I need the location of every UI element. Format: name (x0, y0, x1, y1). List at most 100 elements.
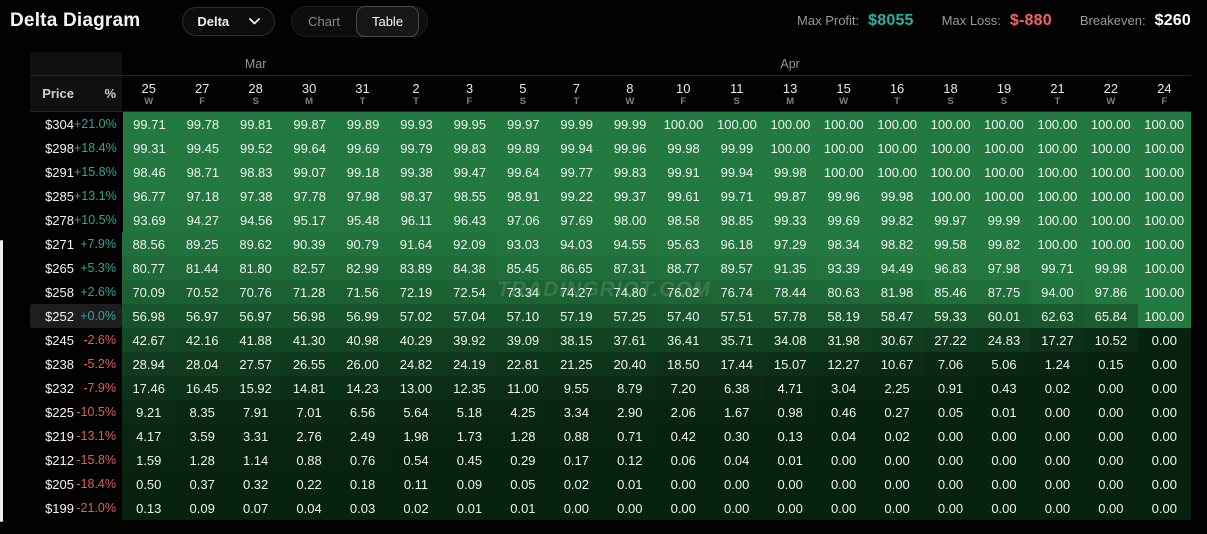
delta-cell: 0.00 (816, 448, 871, 472)
toggle-option-chart[interactable]: Chart (308, 13, 340, 29)
row-header: $298 +18.4% (30, 136, 123, 160)
delta-cell: 99.61 (656, 184, 711, 208)
month-label: Mar (244, 56, 267, 71)
delta-cell: 97.69 (550, 208, 604, 232)
delta-cell: 57.25 (603, 304, 657, 328)
delta-cell: 80.77 (122, 256, 176, 280)
metric-dropdown[interactable]: Delta (182, 6, 276, 36)
delta-cell: 0.00 (1030, 496, 1085, 520)
delta-cell: 0.00 (923, 472, 978, 496)
table-row: $212 -15.8% 1.59 1.28 1.14 0.88 0.76 0.54 0.45 0.… (30, 448, 1192, 472)
delta-cell: 100.00 (817, 136, 871, 160)
delta-cell: 65.84 (1084, 304, 1138, 328)
delta-cell: 81.44 (175, 256, 229, 280)
delta-cell: 57.04 (442, 304, 497, 328)
delta-cell: 0.00 (1137, 328, 1192, 352)
vertical-scrollbar[interactable] (0, 240, 3, 522)
month-row-groups: Mar Apr (122, 52, 1191, 75)
delta-cell: 100.00 (1137, 232, 1192, 256)
delta-cell: 24.19 (442, 352, 497, 376)
delta-cell: 97.18 (176, 184, 230, 208)
delta-cell: 0.00 (977, 448, 1031, 472)
delta-cell: 0.15 (1084, 352, 1138, 376)
delta-cell: 100.00 (1084, 112, 1138, 136)
delta-cell: 94.55 (603, 232, 657, 256)
price-cell: $205 (45, 476, 74, 492)
delta-cell: 0.00 (870, 448, 924, 472)
delta-cell: 99.98 (870, 184, 924, 208)
row-values: 9.21 8.35 7.91 7.01 6.56 5.64 5.18 4.25 3.34 2.90… (122, 400, 1192, 424)
price-cell: $225 (45, 404, 74, 420)
percent-cell: +7.9% (80, 237, 116, 251)
delta-cell: 15.92 (228, 376, 283, 400)
delta-cell: 4.17 (122, 424, 176, 448)
delta-cell: 0.00 (1084, 448, 1138, 472)
delta-cell: 0.13 (122, 496, 176, 520)
delta-cell: 100.00 (923, 184, 978, 208)
delta-cell: 57.78 (763, 304, 817, 328)
percent-cell: -2.6% (83, 333, 116, 347)
delta-cell: 100.00 (1084, 208, 1138, 232)
delta-cell: 99.83 (443, 136, 497, 160)
delta-cell: 100.00 (977, 184, 1031, 208)
table-row: $271 +7.9% 88.56 89.25 89.62 90.39 90.79 91.64 9… (30, 232, 1192, 256)
delta-cell: 82.57 (282, 256, 336, 280)
delta-cell: 97.29 (763, 232, 817, 256)
row-header: $285 +13.1% (30, 184, 123, 208)
row-header: $278 +10.5% (30, 208, 123, 232)
delta-cell: 99.58 (923, 232, 978, 256)
delta-cell: 0.88 (282, 448, 336, 472)
delta-cell: 0.00 (1137, 424, 1192, 448)
delta-cell: 97.98 (336, 184, 390, 208)
delta-cell: 1.59 (122, 448, 176, 472)
delta-cell: 8.35 (175, 400, 229, 424)
stat-label: Max Loss: (941, 13, 1001, 28)
delta-cell: 28.04 (175, 352, 229, 376)
table-row: $252 +0.0% 56.98 56.97 56.97 56.98 56.99 57.02 5… (30, 304, 1192, 328)
date-column-header: 25 W (141, 80, 156, 107)
summary-stats: Max Profit: $8055 Max Loss: $-880 Breakeven:… (797, 12, 1191, 30)
delta-cell: 99.99 (603, 112, 657, 136)
delta-cell: 100.00 (1137, 208, 1191, 232)
delta-cell: 16.45 (175, 376, 229, 400)
corner-spacer (30, 52, 122, 75)
delta-cell: 82.99 (335, 256, 390, 280)
delta-cell: 14.81 (282, 376, 336, 400)
delta-cell: 100.00 (870, 136, 924, 160)
delta-cell: 100.00 (817, 160, 871, 184)
table-body: $304 +21.0% 99.71 99.78 99.81 99.87 99.89 99.93… (30, 112, 1192, 520)
delta-cell: 0.00 (709, 496, 764, 520)
delta-cell: 2.25 (870, 376, 924, 400)
date-column-header: 13 M (782, 80, 798, 107)
delta-cell: 41.30 (282, 328, 336, 352)
delta-cell: 0.00 (656, 472, 710, 496)
delta-cell: 100.00 (817, 112, 871, 136)
delta-cell: 99.87 (763, 184, 818, 208)
delta-cell: 99.18 (336, 160, 390, 184)
delta-cell: 94.56 (229, 208, 283, 232)
delta-cell: 0.01 (977, 400, 1031, 424)
delta-cell: 0.00 (1030, 472, 1085, 496)
date-column-header: 16 T (889, 80, 905, 107)
percent-cell: +21.0% (74, 117, 117, 131)
date-column-header: 24 F (1157, 80, 1172, 107)
table-row: $245 -2.6% 42.67 42.16 41.88 41.30 40.98 40.29 3… (30, 328, 1192, 352)
delta-cell: 100.00 (656, 112, 711, 136)
toggle-option-table[interactable]: Table (355, 5, 420, 37)
delta-cell: 72.54 (442, 280, 497, 304)
delta-cell: 0.32 (228, 472, 283, 496)
delta-cell: 99.82 (977, 232, 1031, 256)
price-cell: $265 (45, 260, 74, 276)
delta-cell: 0.50 (122, 472, 176, 496)
delta-cell: 0.45 (442, 448, 497, 472)
delta-cell: 3.34 (549, 400, 604, 424)
delta-cell: 99.22 (550, 184, 604, 208)
delta-cell: 0.01 (442, 496, 497, 520)
table-row: $225 -10.5% 9.21 8.35 7.91 7.01 6.56 5.64 5.18 4.… (30, 400, 1192, 424)
delta-cell: 0.01 (763, 448, 817, 472)
delta-cell: 1.14 (228, 448, 283, 472)
table-row: $285 +13.1% 96.77 97.18 97.38 97.78 97.98 98.37… (30, 184, 1191, 208)
delta-cell: 99.87 (282, 112, 337, 136)
